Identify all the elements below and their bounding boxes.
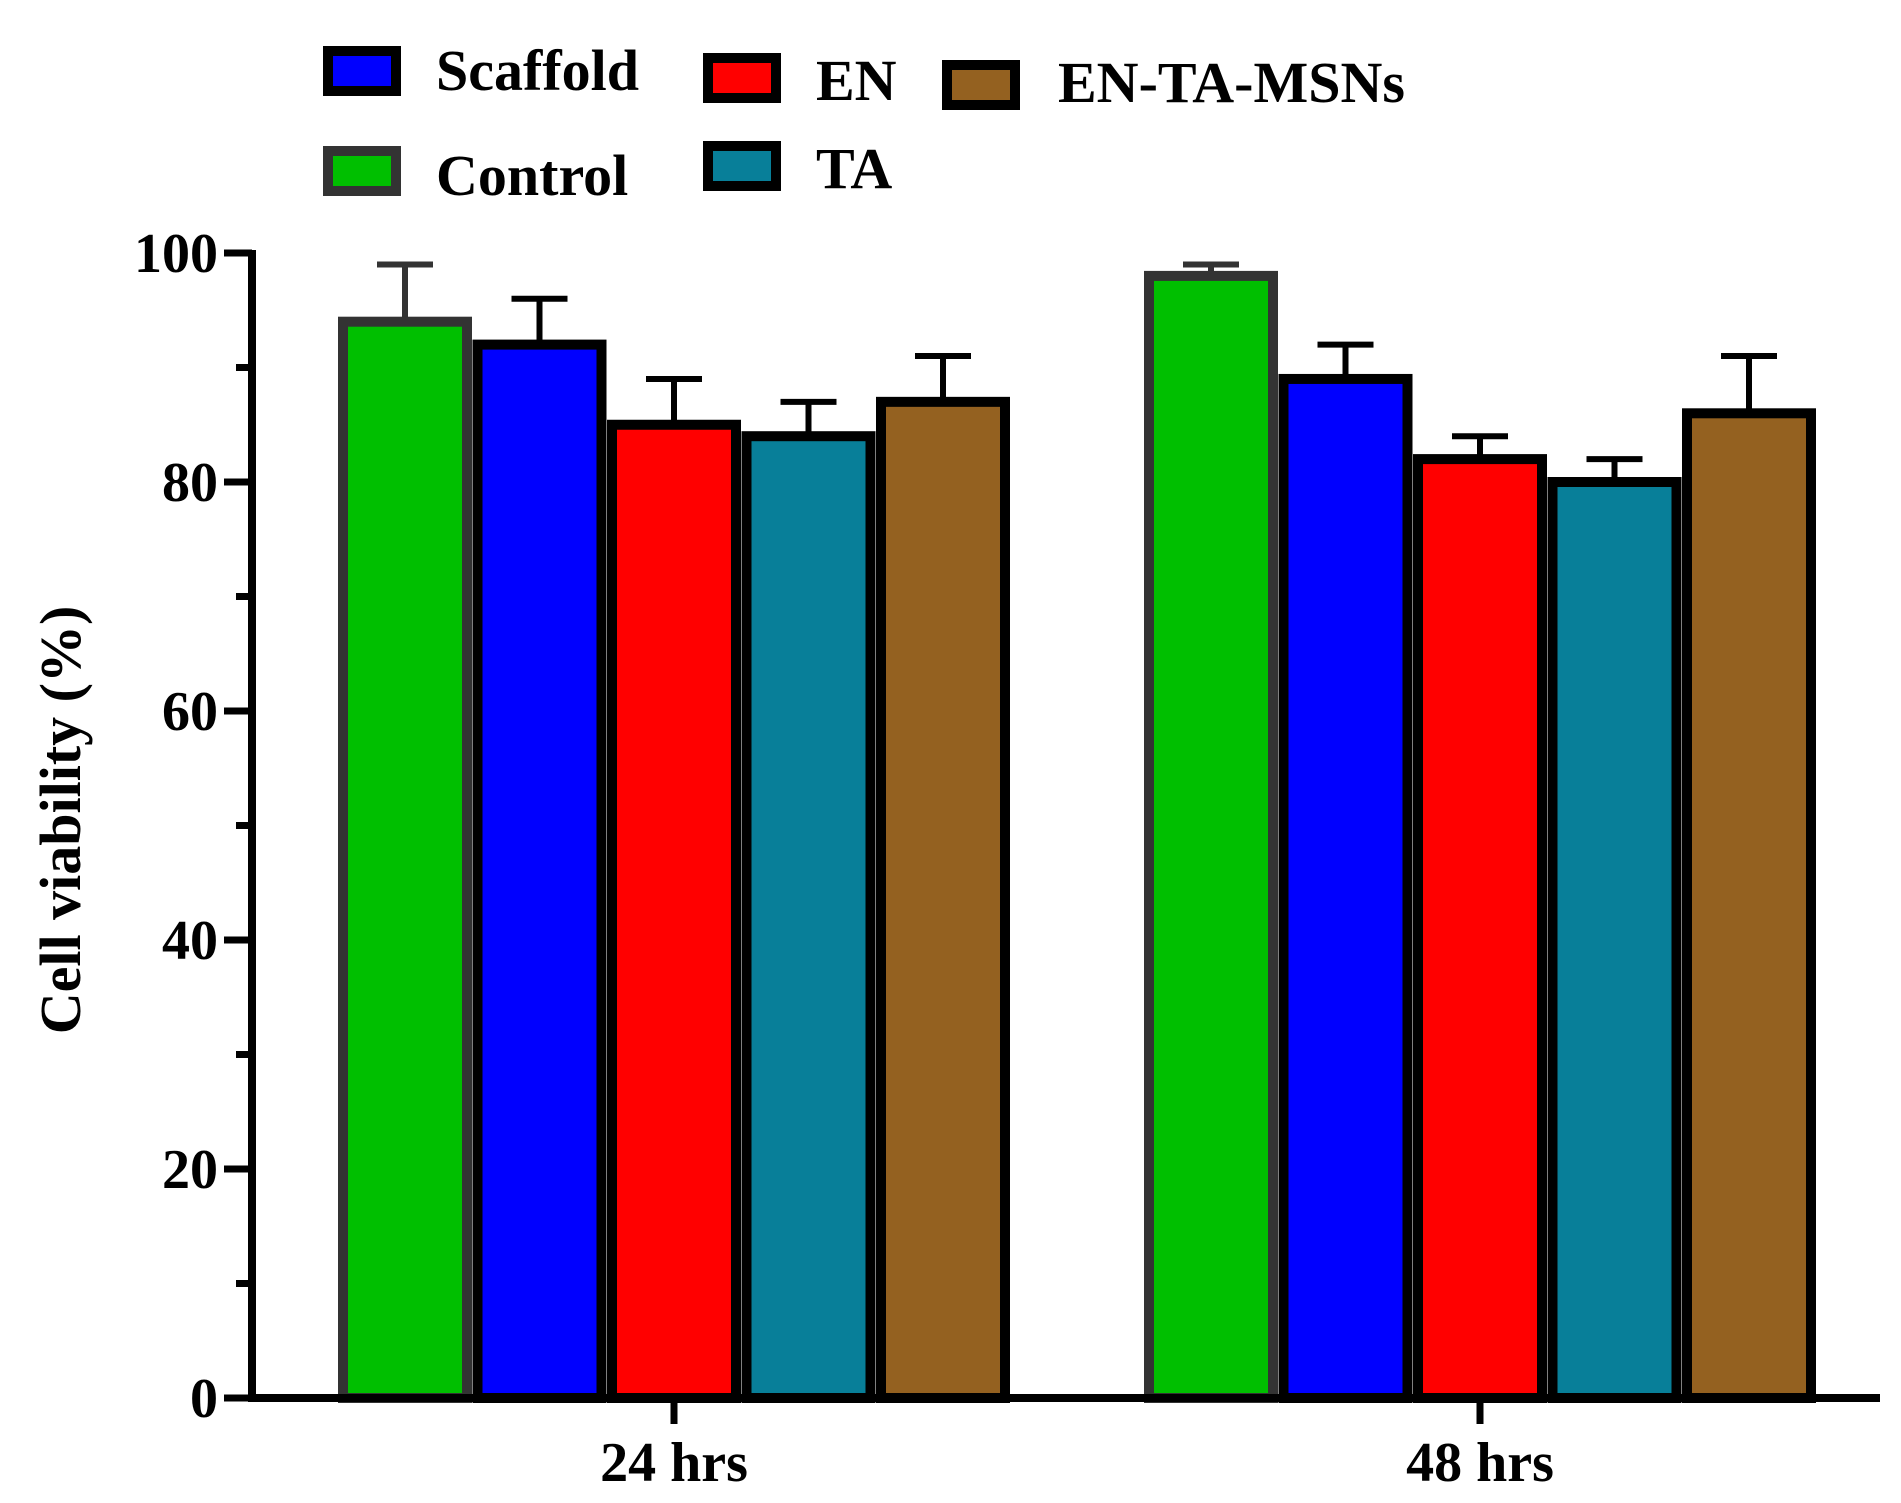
x-tick-label: 24 hrs [600, 1432, 748, 1494]
y-tick-label: 40 [162, 910, 218, 972]
bar-en-48-hrs [1413, 454, 1547, 1404]
y-tick-label: 80 [162, 452, 218, 514]
legend: Scaffold EN EN-TA-MSNs Control TA [323, 38, 1405, 208]
legend-swatch-en [703, 53, 781, 103]
y-tick-label: 0 [190, 1368, 218, 1430]
legend-entry-ta: TA [703, 136, 892, 201]
bar-scaffold-24-hrs [472, 339, 607, 1404]
legend-swatch-scaffold [323, 46, 401, 96]
legend-label-scaffold: Scaffold [436, 38, 639, 103]
legend-label-ta: TA [816, 136, 892, 201]
legend-entry-scaffold: Scaffold [323, 38, 639, 103]
bar-en-ta-msns-48-hrs [1682, 408, 1816, 1403]
bar-en-ta-msns-24-hrs [876, 396, 1010, 1404]
legend-entry-en-ta-msns: EN-TA-MSNs [942, 50, 1405, 115]
legend-swatch-control [323, 146, 401, 196]
legend-entry-control: Control [323, 143, 628, 208]
x-tick-label: 48 hrs [1406, 1432, 1554, 1494]
bar-ta-24-hrs [741, 431, 876, 1403]
bar-ta-48-hrs [1547, 477, 1682, 1403]
y-tick-label: 60 [162, 681, 218, 743]
y-tick-label: 20 [162, 1139, 218, 1201]
legend-entry-en: EN [703, 48, 897, 113]
legend-swatch-en-ta-msns [942, 60, 1020, 110]
y-axis-label: Cell viability (%) [28, 606, 93, 1035]
legend-label-en-ta-msns: EN-TA-MSNs [1058, 50, 1405, 115]
bar-scaffold-48-hrs [1278, 373, 1413, 1403]
legend-label-control: Control [436, 143, 628, 208]
legend-swatch-ta [703, 141, 781, 191]
plot-area: 0 20 40 60 80 100 24 hrs 48 hrs [134, 223, 1880, 1494]
bar-control-48-hrs [1144, 270, 1278, 1403]
y-tick-label: 100 [134, 223, 218, 285]
bar-en-24-hrs [607, 419, 741, 1403]
bar-control-24-hrs [338, 316, 472, 1404]
legend-label-en: EN [816, 48, 897, 113]
